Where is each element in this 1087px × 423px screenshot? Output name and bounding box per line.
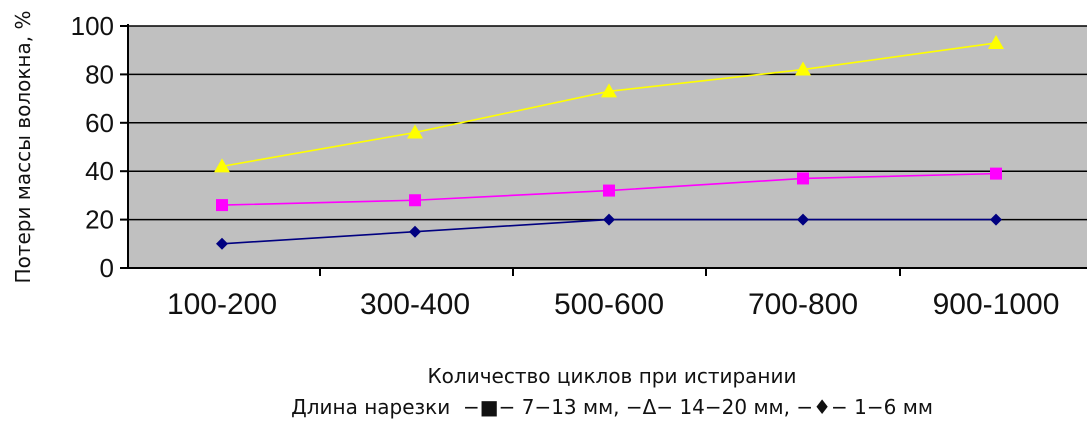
point-square-2 [603,184,615,197]
axes [120,24,1087,276]
point-square-0 [216,199,228,212]
x-axis-label: Количество циклов при истирании [427,364,796,388]
point-diamond-3 [797,213,809,226]
point-square-3 [797,172,809,185]
point-triangle-3 [795,61,811,76]
y-axis-label: Потери массы волокна, % [11,11,35,284]
y-tick-label-100: 100 [71,11,114,41]
legend-caption: Длина нарезки −■− 7−13 мм, −Δ− 14−20 мм,… [291,395,933,419]
x-tick-label-0: 100-200 [167,288,277,321]
y-tick-label-40: 40 [85,156,114,186]
plot-area [128,26,1087,268]
series-diamond [216,213,1002,250]
point-square-1 [409,194,421,207]
x-tick-label-3: 700-800 [748,288,858,321]
y-tick-label-80: 80 [85,59,114,89]
point-diamond-2 [603,213,615,226]
y-tick-label-60: 60 [85,108,114,138]
x-tick-label-4: 900-1000 [933,288,1060,321]
point-triangle-0 [214,158,230,173]
y-tick-label-20: 20 [85,205,114,235]
point-triangle-1 [407,124,423,139]
point-triangle-2 [601,83,617,98]
y-tick-labels: 0 20 40 60 80 100 [71,11,114,283]
point-square-4 [990,167,1002,180]
point-diamond-4 [990,213,1002,226]
series-triangle [214,34,1004,173]
series-group [214,34,1004,250]
x-tick-label-1: 300-400 [360,288,470,321]
series-square [216,167,1002,212]
point-diamond-0 [216,237,228,250]
x-tick-label-2: 500-600 [554,288,664,321]
x-tick-labels: 100-200 300-400 500-600 700-800 900-1000 [167,288,1059,321]
point-triangle-4 [988,34,1004,49]
y-tick-label-0: 0 [100,253,114,283]
point-diamond-1 [409,225,421,238]
